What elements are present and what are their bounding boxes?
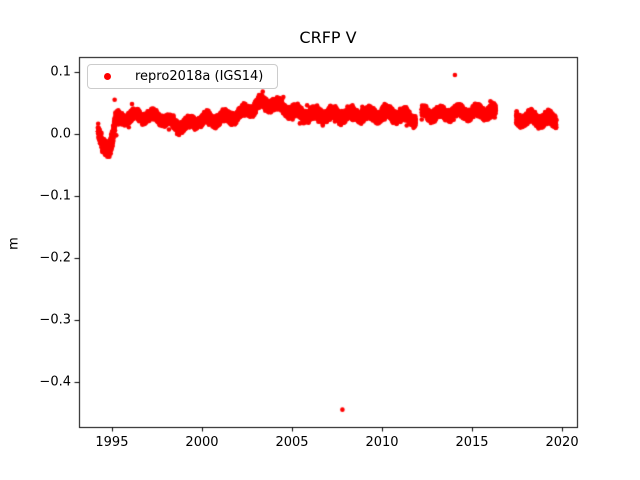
y-axis-label: m	[6, 237, 22, 250]
y-tick-label: −0.3	[39, 312, 71, 328]
x-tick-label: 1995	[95, 435, 129, 450]
x-tick-label: 2020	[545, 435, 579, 450]
y-tick-label: 0.1	[50, 64, 71, 80]
y-tick-label: −0.1	[39, 188, 71, 204]
y-tick-label: −0.2	[39, 250, 71, 266]
x-tick-label: 2000	[185, 435, 219, 450]
x-tick-label: 2005	[275, 435, 309, 450]
legend-marker-dot	[104, 73, 111, 80]
legend-series-label: repro2018a (IGS14)	[135, 69, 264, 84]
y-tick-label: 0.0	[50, 126, 71, 142]
y-tick-label: −0.4	[39, 374, 71, 390]
x-tick-label: 2015	[455, 435, 489, 450]
legend: repro2018a (IGS14)	[87, 64, 278, 89]
x-tick-label: 2010	[365, 435, 399, 450]
chart-title: CRFP V	[299, 28, 357, 47]
